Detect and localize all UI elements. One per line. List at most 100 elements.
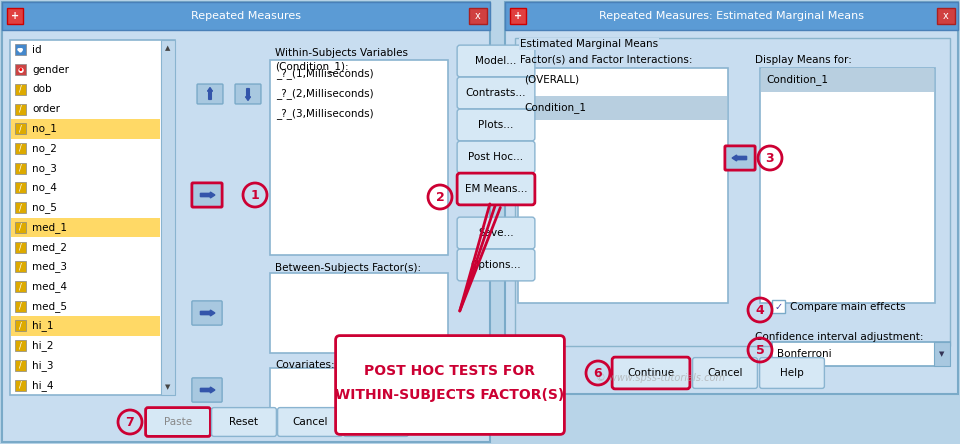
FancyArrow shape [201, 310, 215, 316]
FancyBboxPatch shape [270, 60, 448, 255]
Text: /: / [19, 302, 22, 311]
Text: 2: 2 [436, 190, 444, 203]
FancyBboxPatch shape [612, 357, 690, 389]
Text: © www.spss-tutorials.com: © www.spss-tutorials.com [595, 373, 725, 383]
Text: med_4: med_4 [32, 281, 67, 292]
Text: (Condition_1):: (Condition_1): [275, 61, 348, 72]
FancyBboxPatch shape [457, 173, 535, 205]
Text: +: + [11, 11, 19, 21]
Text: x: x [475, 11, 481, 21]
FancyBboxPatch shape [761, 68, 934, 92]
Text: Continue: Continue [628, 368, 675, 378]
FancyBboxPatch shape [934, 342, 950, 366]
Text: 3: 3 [766, 151, 775, 164]
FancyBboxPatch shape [515, 38, 950, 346]
FancyBboxPatch shape [505, 2, 958, 30]
FancyBboxPatch shape [15, 340, 26, 351]
Text: EM Means...: EM Means... [465, 184, 527, 194]
Text: no_2: no_2 [32, 143, 57, 154]
Text: Condition_1: Condition_1 [524, 103, 586, 114]
Text: Post Hoc...: Post Hoc... [468, 152, 523, 162]
Text: Cancel: Cancel [708, 368, 743, 378]
FancyBboxPatch shape [270, 273, 448, 353]
FancyBboxPatch shape [161, 40, 175, 395]
Text: POST HOC TESTS FOR: POST HOC TESTS FOR [365, 364, 536, 378]
Text: Condition_1: Condition_1 [766, 75, 828, 85]
Text: 5: 5 [756, 344, 764, 357]
FancyBboxPatch shape [457, 249, 535, 281]
Text: Plots...: Plots... [478, 120, 514, 130]
Text: Display Means for:: Display Means for: [755, 55, 852, 65]
FancyBboxPatch shape [469, 8, 487, 24]
FancyBboxPatch shape [15, 321, 26, 332]
FancyBboxPatch shape [15, 64, 26, 75]
Text: /: / [19, 361, 22, 370]
FancyBboxPatch shape [336, 336, 564, 434]
Text: ●●: ●● [17, 48, 24, 52]
FancyBboxPatch shape [15, 380, 26, 391]
Text: order: order [32, 104, 60, 114]
Text: 4: 4 [756, 304, 764, 317]
Text: /: / [19, 341, 22, 350]
FancyBboxPatch shape [11, 119, 160, 139]
FancyBboxPatch shape [457, 109, 535, 141]
Text: +: + [514, 11, 522, 21]
Text: (OVERALL): (OVERALL) [524, 75, 579, 85]
Text: /: / [19, 164, 22, 173]
Text: hi_1: hi_1 [32, 321, 54, 331]
FancyBboxPatch shape [15, 301, 26, 312]
FancyArrow shape [732, 155, 747, 161]
Text: hi_4: hi_4 [32, 380, 54, 391]
Text: med_1: med_1 [32, 222, 67, 233]
FancyBboxPatch shape [15, 123, 26, 134]
Text: no_1: no_1 [32, 123, 57, 134]
FancyBboxPatch shape [518, 68, 728, 303]
Text: /: / [19, 262, 22, 271]
Text: x: x [943, 11, 948, 21]
FancyArrow shape [201, 387, 215, 393]
FancyBboxPatch shape [457, 217, 535, 249]
FancyBboxPatch shape [235, 84, 261, 104]
Text: WITHIN-SUBJECTS FACTOR(S): WITHIN-SUBJECTS FACTOR(S) [335, 388, 564, 402]
Text: Contrasts...: Contrasts... [466, 88, 526, 98]
FancyBboxPatch shape [270, 368, 360, 433]
FancyBboxPatch shape [15, 163, 26, 174]
Text: ✓: ✓ [775, 301, 782, 312]
FancyBboxPatch shape [211, 408, 276, 436]
FancyBboxPatch shape [192, 378, 222, 402]
Text: /: / [19, 223, 22, 232]
Text: Save...: Save... [478, 228, 514, 238]
FancyBboxPatch shape [192, 183, 222, 207]
FancyBboxPatch shape [15, 143, 26, 154]
FancyBboxPatch shape [197, 84, 223, 104]
Text: Covariates:: Covariates: [275, 360, 335, 370]
FancyBboxPatch shape [692, 357, 757, 388]
FancyBboxPatch shape [457, 45, 535, 77]
Text: /: / [19, 124, 22, 133]
Text: /: / [19, 381, 22, 390]
Text: Help: Help [780, 368, 804, 378]
Text: Repeated Measures: Estimated Marginal Means: Repeated Measures: Estimated Marginal Me… [599, 11, 864, 21]
Text: /: / [19, 321, 22, 330]
FancyBboxPatch shape [772, 342, 950, 366]
Text: Repeated Measures: Repeated Measures [191, 11, 301, 21]
FancyBboxPatch shape [15, 360, 26, 371]
Text: 7: 7 [126, 416, 134, 428]
Text: med_3: med_3 [32, 262, 67, 272]
Text: /: / [19, 242, 22, 252]
FancyBboxPatch shape [277, 408, 343, 436]
FancyBboxPatch shape [772, 300, 785, 313]
Text: no_3: no_3 [32, 163, 57, 174]
Text: Paste: Paste [164, 417, 192, 427]
Text: Within-Subjects Variables: Within-Subjects Variables [275, 48, 408, 58]
Text: Cancel: Cancel [292, 417, 327, 427]
FancyBboxPatch shape [505, 2, 958, 394]
FancyBboxPatch shape [759, 357, 825, 388]
Text: gender: gender [32, 64, 69, 75]
Text: Estimated Marginal Means: Estimated Marginal Means [520, 39, 659, 49]
FancyBboxPatch shape [760, 68, 935, 303]
Text: Reset: Reset [229, 417, 258, 427]
Text: Options...: Options... [470, 260, 521, 270]
Text: Help: Help [364, 417, 388, 427]
Text: no_4: no_4 [32, 182, 57, 194]
